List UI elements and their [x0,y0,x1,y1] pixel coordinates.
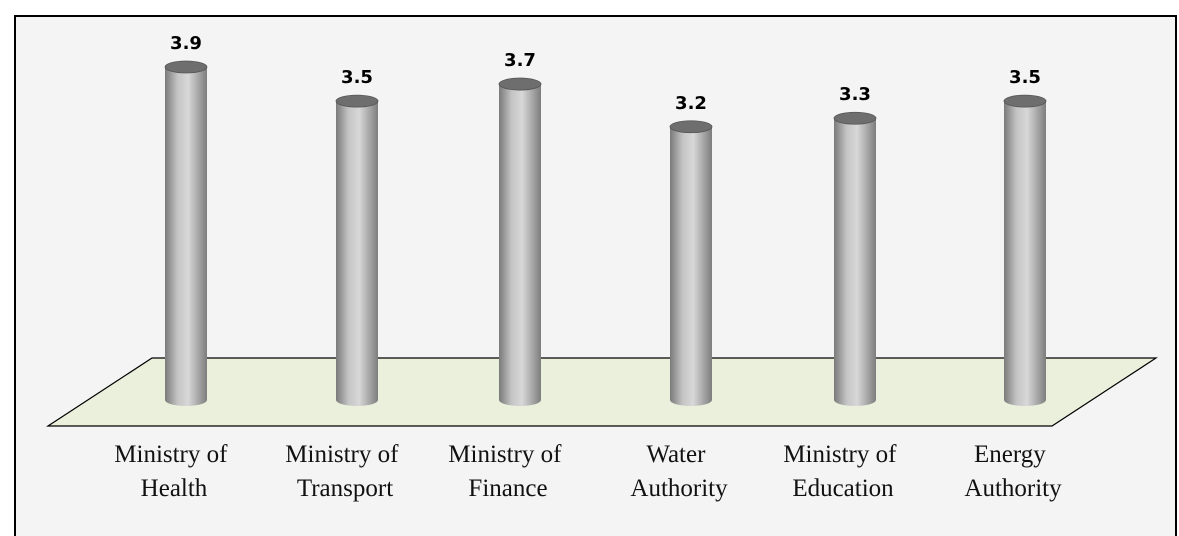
cylinder-cap [669,120,713,134]
cylinder [669,120,713,407]
cylinder [164,60,208,406]
x-tick-label-line: Water [646,441,711,468]
x-tick-label-line: Transport [297,475,393,502]
cylinder [335,94,379,407]
cylinder-cap [335,94,379,108]
value-label: 3.9 [170,33,202,54]
x-tick-label-line: Education [792,475,894,502]
cylinder-body [670,126,712,407]
x-tick-label: Ministry of Transport [285,441,404,502]
value-label: 3.5 [341,67,373,88]
cylinder-cap [833,111,877,125]
floor [45,357,1159,427]
cylinder [833,111,877,406]
cylinder-body [165,67,207,406]
x-tick-label-line: Authority [964,475,1062,502]
x-tick-label: Ministry of Education [783,441,902,502]
cylinder [1003,94,1047,407]
plot [164,60,1047,407]
cylinder-body [499,84,541,407]
value-label: 3.3 [839,84,871,105]
x-tick-label-line: Ministry of [114,441,233,468]
x-tick-label: Ministry of Finance [448,441,567,502]
x-tick-label-line: Finance [468,475,547,502]
cylinder-cap [498,77,542,91]
x-tick-label: Ministry of Health [114,441,233,502]
x-tick-label-line: Health [141,475,208,502]
cylinder-cap [1003,94,1047,108]
x-tick-label: Water Authority [630,441,728,502]
cylinder-body [336,101,378,407]
x-tick-label-line: Authority [630,475,728,502]
cylinder-cap [164,60,208,74]
value-label: 3.2 [675,93,707,114]
x-tick-label-line: Ministry of [448,441,567,468]
chart-frame [14,15,1177,536]
x-tick-label: Energy Authority [964,441,1062,502]
x-tick-label-line: Ministry of [285,441,404,468]
x-tick-label-line: Ministry of [783,441,902,468]
value-label: 3.5 [1009,67,1041,88]
cylinder-body [834,118,876,406]
x-tick-label-line: Energy [974,441,1052,468]
value-label: 3.7 [504,50,536,71]
cylinder [498,77,542,407]
cylinder-body [1004,101,1046,407]
